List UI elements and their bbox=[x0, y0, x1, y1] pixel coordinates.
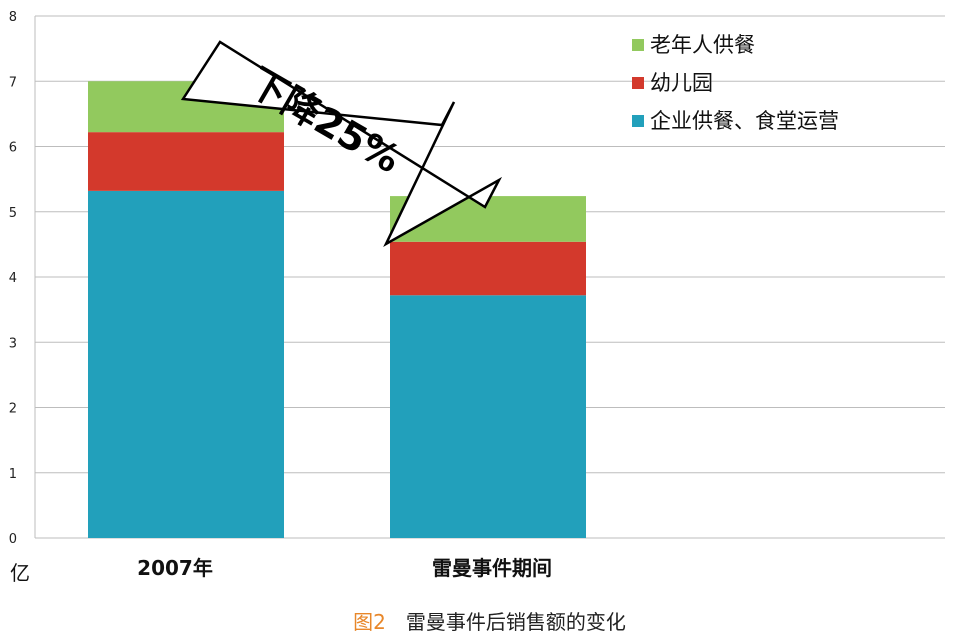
figure-caption-text: 雷曼事件后销售额的变化 bbox=[405, 610, 626, 634]
y-tick-label: 2 bbox=[9, 402, 17, 417]
y-tick-label: 3 bbox=[9, 336, 17, 351]
y-tick-label: 6 bbox=[9, 141, 17, 156]
bar-segment bbox=[88, 132, 284, 191]
figure-number: 图2 bbox=[353, 610, 386, 634]
y-tick-label: 5 bbox=[9, 206, 17, 221]
figure-caption: 图2 雷曼事件后销售额的变化 bbox=[0, 606, 979, 635]
arrow-shape bbox=[180, 40, 503, 248]
bars bbox=[88, 81, 586, 538]
y-tick-label: 0 bbox=[9, 532, 17, 547]
legend-label: 企业供餐、食堂运营 bbox=[650, 109, 839, 133]
x-category-label: 2007年 bbox=[137, 556, 213, 580]
x-category-label: 雷曼事件期间 bbox=[432, 556, 552, 580]
stacked-bar-chart: 0 1 2 3 4 5 6 7 8 2007年 雷曼事件期间 亿 老年人供餐幼儿园企业供餐、食堂运… bbox=[9, 10, 945, 585]
bar-segment bbox=[390, 295, 586, 538]
legend-label: 老年人供餐 bbox=[650, 33, 755, 57]
y-tick-label: 8 bbox=[9, 10, 17, 25]
y-tick-label: 7 bbox=[9, 75, 17, 90]
y-axis: 0 1 2 3 4 5 6 7 8 bbox=[9, 10, 36, 547]
bar-segment bbox=[390, 241, 586, 296]
y-tick-label: 1 bbox=[9, 467, 17, 482]
legend-label: 幼儿园 bbox=[650, 71, 713, 95]
x-axis-labels: 2007年 雷曼事件期间 bbox=[137, 556, 552, 580]
legend-swatch bbox=[632, 39, 644, 51]
y-unit-label: 亿 bbox=[10, 561, 30, 585]
bar-segment bbox=[88, 190, 284, 538]
legend-swatch bbox=[632, 77, 644, 89]
y-tick-label: 4 bbox=[9, 271, 17, 286]
legend-swatch bbox=[632, 115, 644, 127]
